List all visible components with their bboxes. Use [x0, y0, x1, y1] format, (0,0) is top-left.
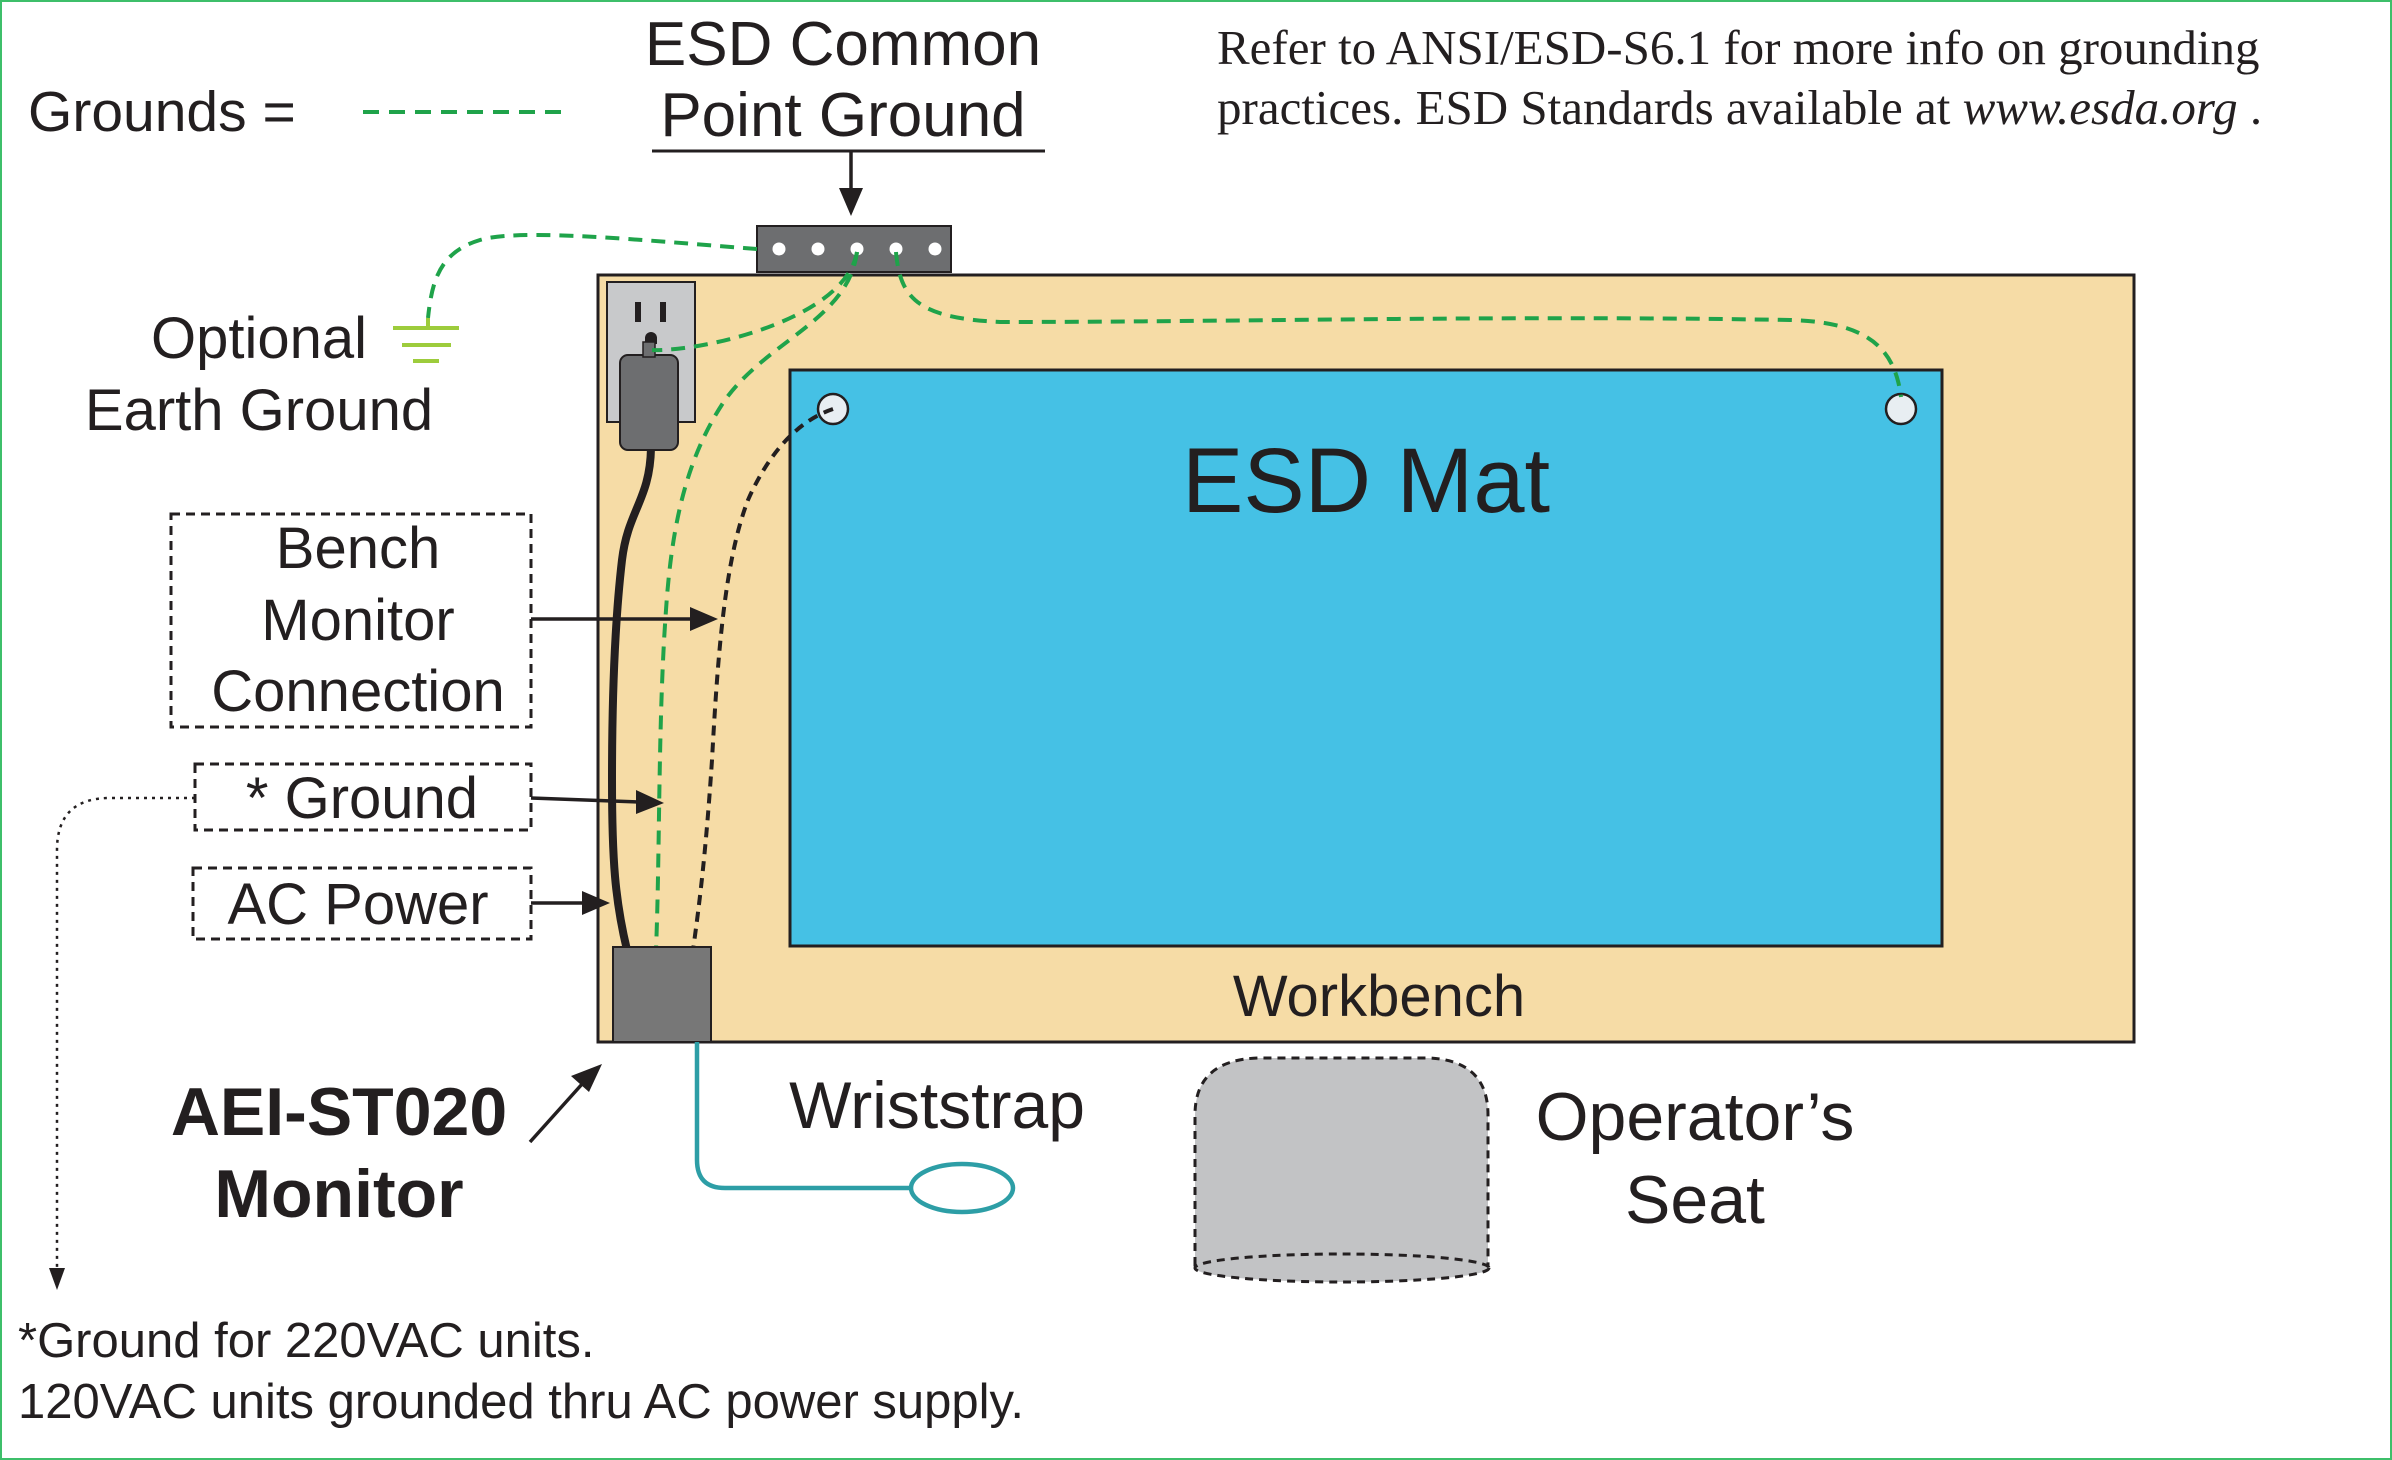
footnote-line1: *Ground for 220VAC units. — [18, 1314, 595, 1368]
monitor-arrow — [528, 1064, 602, 1144]
mat-snap-right — [1884, 392, 1918, 426]
monitor-label-line1: AEI-ST020 — [171, 1074, 507, 1150]
wriststrap — [694, 1042, 1016, 1215]
monitor-device — [612, 946, 712, 1043]
standards-note-suffix: . — [2238, 80, 2263, 135]
common-point-arrow — [839, 151, 863, 216]
ground-arrow — [530, 790, 664, 814]
standards-note-prefix: practices. ESD Standards available at — [1217, 80, 1963, 135]
ground-box-label: * Ground — [246, 766, 478, 831]
footnote-line2: 120VAC units grounded thru AC power supp… — [18, 1375, 1024, 1429]
earth-ground-label-line2: Earth Ground — [85, 378, 433, 443]
standards-note-line2: practices. ESD Standards available at ww… — [1217, 80, 2262, 135]
monitor-ground-wire — [654, 251, 859, 951]
mat-ground-wire — [894, 251, 1903, 398]
ac-power-label: AC Power — [227, 872, 488, 937]
mat-label: ESD Mat — [1182, 430, 1550, 532]
outlet-ground-wire — [651, 251, 859, 353]
bench-monitor-arrow — [531, 607, 718, 631]
operators-seat — [1193, 1056, 1491, 1284]
common-point-title-line2: Point Ground — [660, 81, 1025, 150]
ac-power-box — [191, 866, 533, 941]
esd-mat — [788, 368, 1944, 948]
workbench-label: Workbench — [1233, 964, 1525, 1029]
legend-label: Grounds = — [28, 80, 296, 144]
bench-monitor-label-line3: Connection — [211, 659, 504, 724]
monitor-label-line2: Monitor — [214, 1156, 463, 1232]
ac-power-cord — [607, 447, 655, 951]
wriststrap-label: Wriststrap — [789, 1068, 1085, 1142]
standards-note-line1: Refer to ANSI/ESD-S6.1 for more info on … — [1217, 20, 2260, 75]
ground-wires — [426, 232, 1903, 951]
seat-label-line2: Seat — [1625, 1162, 1765, 1238]
esda-link[interactable]: www.esda.org — [1963, 80, 2238, 135]
ac-plug — [619, 341, 679, 451]
earth-ground-wire — [426, 232, 758, 319]
bench-monitor-label-line2: Monitor — [261, 588, 454, 653]
earth-ground-symbol — [393, 318, 459, 363]
common-point-title-line1: ESD Common — [645, 10, 1041, 79]
bench-monitor-label-line1: Bench — [276, 516, 440, 581]
footnote-pointer — [49, 796, 195, 1290]
bench-monitor-wire — [691, 407, 834, 951]
ac-power-arrow — [531, 891, 610, 915]
seat-label-line1: Operator’s — [1536, 1079, 1855, 1155]
earth-ground-label-line1: Optional — [151, 306, 367, 371]
